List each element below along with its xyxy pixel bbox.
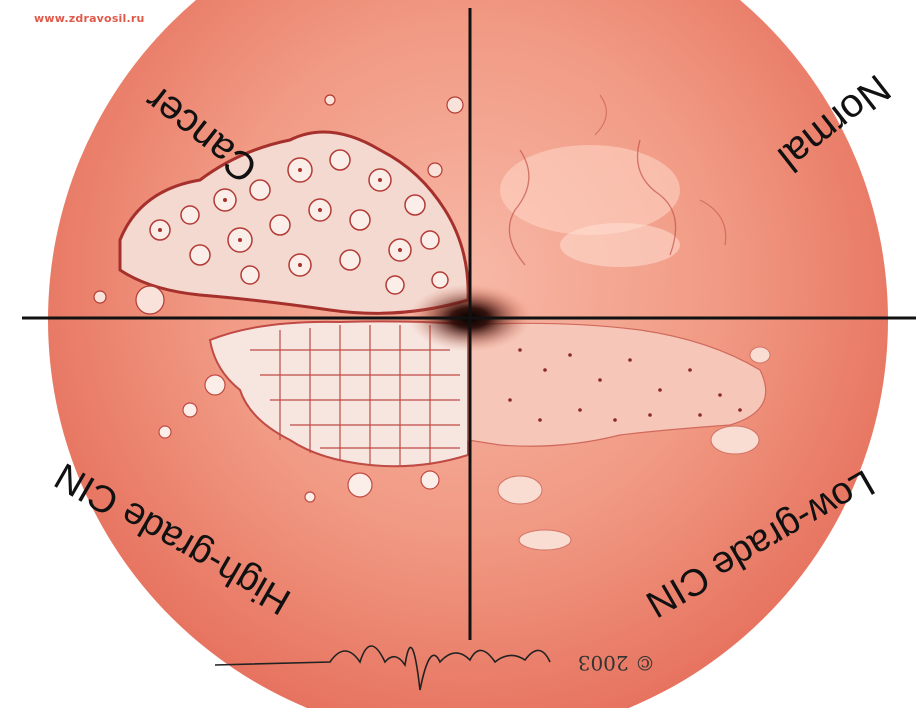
low-grade-lesion [467, 322, 771, 551]
normal-region [500, 94, 727, 267]
high-grade-lesion [158, 320, 469, 503]
cancer-lesion [93, 94, 470, 315]
watermark: www.zdravosil.ru [34, 12, 145, 25]
copyright-text: © 2003 [578, 651, 655, 675]
signature-mark [214, 645, 551, 691]
